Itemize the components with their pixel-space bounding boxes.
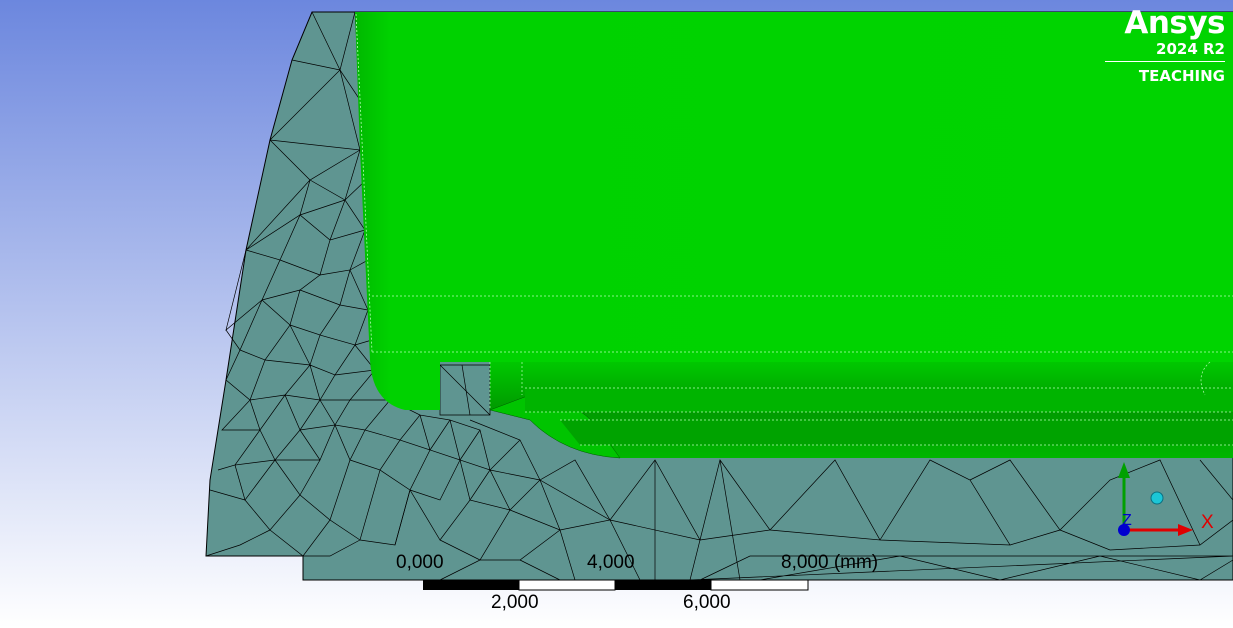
z-axis-origin [1118, 524, 1130, 536]
x-axis-arrowhead [1178, 524, 1193, 536]
x-axis-label: X [1201, 512, 1214, 533]
logo-name: Ansys [1124, 5, 1225, 41]
y-axis-arrowhead [1118, 462, 1130, 478]
isometric-view-ball[interactable] [1150, 491, 1164, 505]
selected-face-groove[interactable] [560, 420, 1233, 445]
face-edge-line [355, 13, 373, 353]
ansys-logo: Ansys 2024 R2 TEACHING [1105, 5, 1226, 87]
scale-bar [423, 579, 809, 591]
z-axis-label: Z [1122, 512, 1132, 529]
logo-version: 2024 R2 [1105, 40, 1225, 62]
selected-face-groove[interactable] [525, 388, 1233, 412]
logo-edition: TEACHING [1138, 67, 1225, 85]
axis-triad[interactable] [1118, 462, 1193, 536]
face-edge-lines [489, 361, 1233, 446]
selected-face-upper[interactable] [355, 12, 1233, 410]
